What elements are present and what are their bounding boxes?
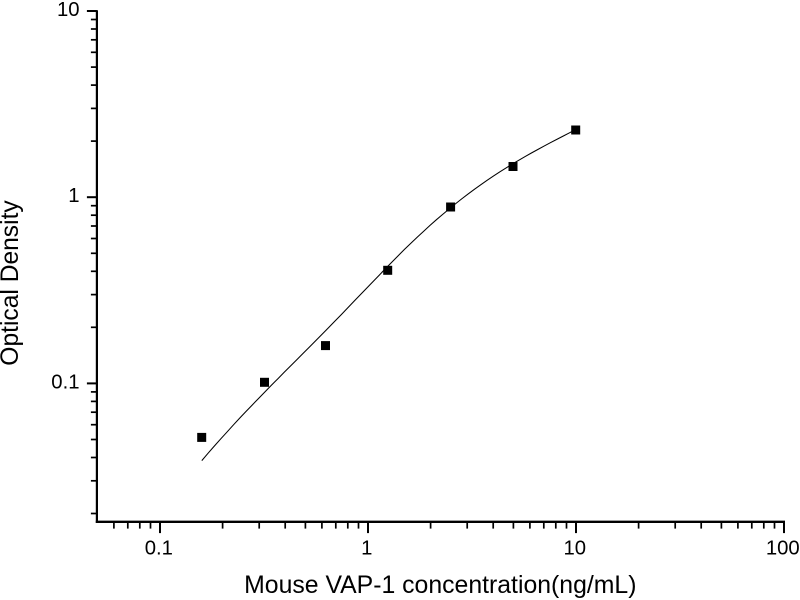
svg-text:10: 10 bbox=[57, 0, 80, 21]
svg-text:Optical Density: Optical Density bbox=[0, 200, 24, 366]
svg-text:0.1: 0.1 bbox=[145, 538, 173, 560]
svg-text:100: 100 bbox=[766, 538, 800, 560]
svg-text:0.1: 0.1 bbox=[51, 371, 79, 393]
svg-text:1: 1 bbox=[68, 185, 79, 207]
svg-text:1: 1 bbox=[361, 538, 372, 560]
svg-text:Mouse VAP-1 concentration(ng/m: Mouse VAP-1 concentration(ng/mL) bbox=[244, 572, 636, 599]
svg-text:10: 10 bbox=[564, 538, 587, 560]
